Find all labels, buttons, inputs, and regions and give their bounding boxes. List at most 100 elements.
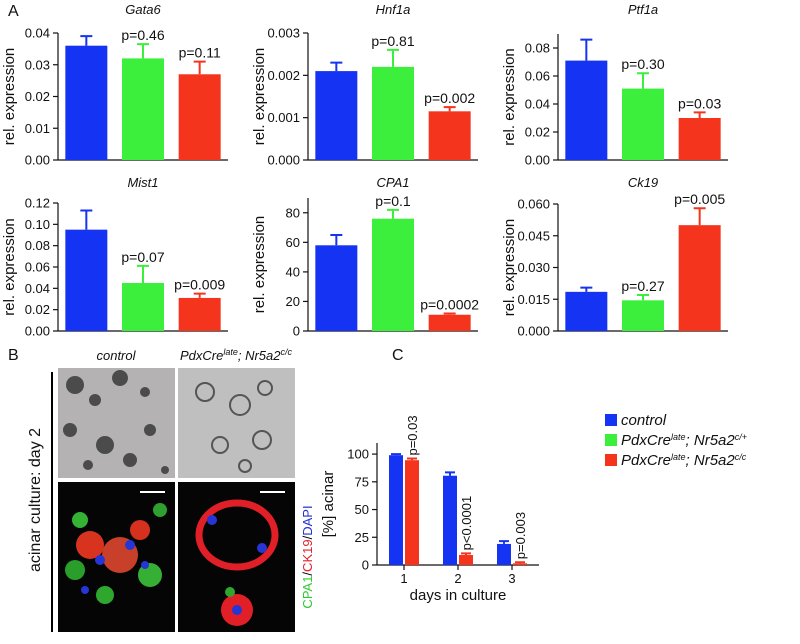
text-part: late [223,347,238,357]
y-tick-label: 60 [286,235,300,250]
stain-label: CPA1/CK19/DAPI [300,505,315,608]
error-bar [637,294,649,301]
chart-title: Ptf1a [628,2,658,17]
error-bar [137,264,149,283]
y-tick-label: 0.04 [25,26,50,41]
y-axis-label: rel. expression [251,48,268,146]
bar [315,71,358,160]
legend-label: PdxCrelate; Nr5a2c/c [621,452,747,469]
chart-title: CPA1 [377,175,410,190]
text-part: / [300,572,315,576]
annotation: p=0.002 [424,90,475,106]
annotation: p=0.46 [121,27,164,43]
bar [565,291,608,331]
micrographs [51,368,295,632]
legend-label: control [621,412,667,429]
text-part: c/+ [735,432,747,442]
y-tick-label: 0.00 [25,153,50,168]
y-tick-label: 0.002 [267,68,300,83]
annotation: p=0.03 [678,95,721,111]
error-bar [391,453,401,456]
y-tick-label: 0.045 [517,228,550,243]
bar [443,475,457,565]
text-part: ; Nr5a2 [238,348,281,363]
annotation: p=0.003 [513,512,528,559]
bar [178,74,221,160]
y-tick-label: 0.00 [525,153,550,168]
y-tick-label: 0.02 [525,125,550,140]
bar [372,218,414,331]
error-bar [330,61,343,72]
annotation: p=0.07 [121,249,164,265]
chart-title: Mist1 [127,175,158,190]
bar [459,555,473,565]
bar [65,229,108,331]
y-tick-label: 0.060 [517,197,550,212]
error-bar [461,552,471,556]
text-part: late [671,432,686,442]
error-bar [637,72,649,89]
text-part: CPA1 [300,576,315,609]
y-axis-label: rel. expression [501,219,518,317]
bar [513,563,527,565]
text-part: PdxCre [621,432,671,449]
y-tick-label: 0.02 [25,302,50,317]
y-axis-label: rel. expression [501,48,518,146]
y-tick-label: 0.06 [25,260,50,275]
error-bar [693,207,706,226]
error-bar [193,60,206,75]
bar [428,111,471,160]
y-tick-label: 0 [293,324,300,339]
y-tick-label: 0.015 [517,292,550,307]
legend-swatch [605,454,617,466]
bar [65,45,108,161]
annotation: p=0.1 [375,193,411,209]
bar [565,60,608,160]
column-label: PdxCrelate; Nr5a2c/c [180,347,293,363]
y-tick-label: 25 [355,530,369,545]
error-bar [387,208,399,219]
text-part: ; Nr5a2 [686,432,736,449]
x-tick-label: 2 [454,571,461,586]
text-part: ; Nr5a2 [686,452,736,469]
y-tick-label: 20 [286,294,300,309]
error-bar [80,209,93,230]
chart-title: Ck19 [628,175,658,190]
y-tick-label: 0.01 [25,121,50,136]
y-tick-label: 0.001 [267,110,300,125]
row-label: acinar culture: day 2 [27,428,44,572]
error-bar [580,286,593,292]
bar [678,118,721,160]
x-tick-label: 1 [400,571,407,586]
y-axis-label: [%] acinar [320,471,337,538]
error-bar [443,106,456,112]
y-tick-label: 0.003 [267,26,300,41]
bar [372,66,414,160]
bar [405,460,419,565]
error-bar [580,38,593,61]
annotation: p<0.0001 [459,496,474,551]
y-tick-label: 0.08 [25,238,50,253]
bar [178,297,221,331]
y-tick-label: 0.030 [517,260,550,275]
y-tick-label: 40 [286,264,300,279]
error-bar [137,43,149,59]
error-bar [330,233,343,246]
text-part: PdxCre [621,452,671,469]
y-tick-label: 0.00 [25,324,50,339]
panel-label: C [392,347,404,364]
x-axis-label: days in culture [410,587,507,604]
chart-title: Hnf1a [376,2,411,17]
bar [678,225,721,331]
annotation: p=0.11 [179,45,221,61]
panel-label: B [8,347,19,364]
annotation: p=0.81 [371,33,414,49]
text-part: control [621,412,667,429]
y-tick-label: 0.06 [525,69,550,84]
y-tick-label: 0.000 [267,153,300,168]
y-tick-label: 100 [347,447,369,462]
text-part: c/c [735,452,747,462]
y-tick-label: 0 [362,558,369,573]
legend-swatch [605,414,617,426]
